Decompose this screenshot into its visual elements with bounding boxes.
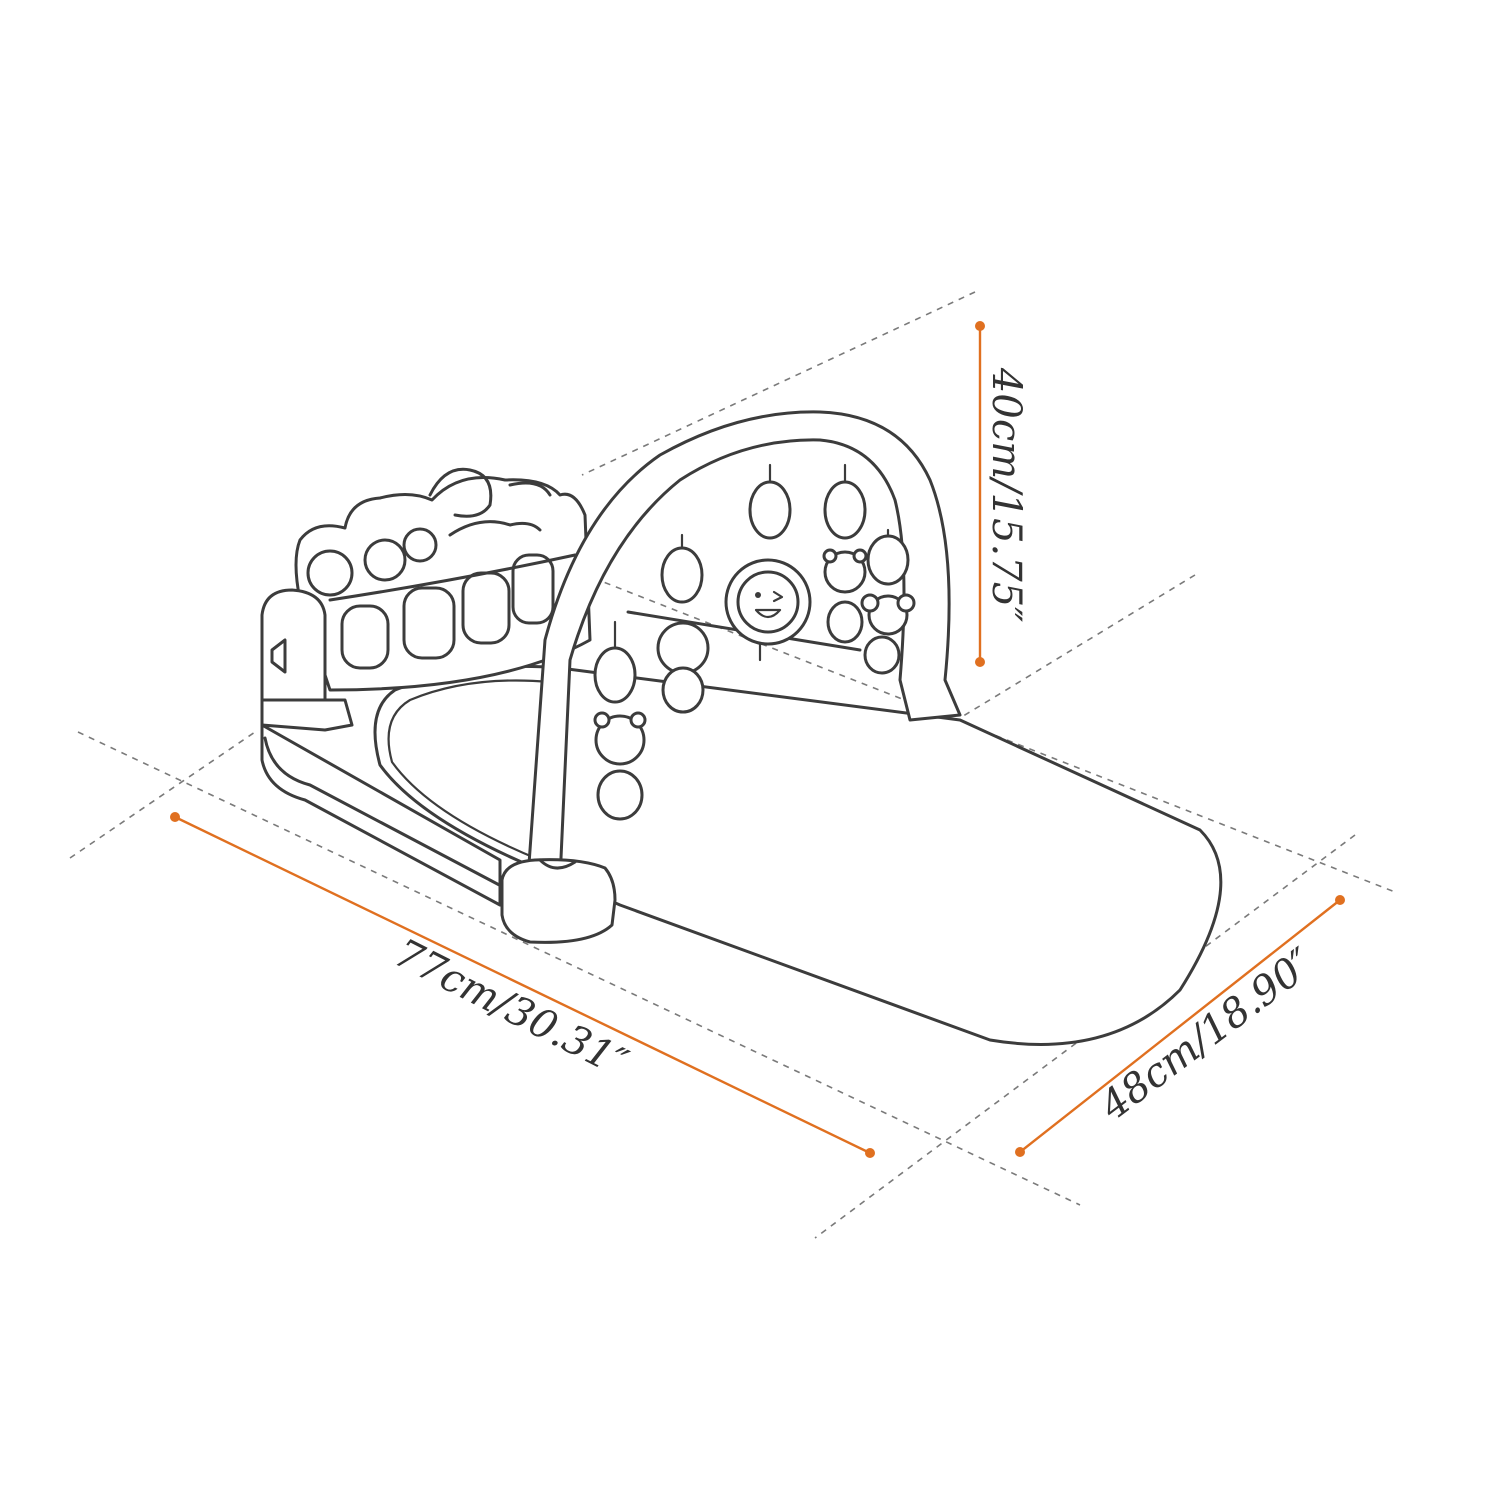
bear-toy-2	[593, 711, 647, 821]
monkey-head	[656, 621, 710, 675]
panel-duck-head	[428, 467, 493, 518]
mat-outer-edge	[373, 664, 1223, 1046]
koala-toy	[860, 593, 916, 675]
bear-ear-2a	[593, 711, 611, 729]
hanging-rattle-oval-1	[748, 480, 792, 540]
arch-base-collar	[538, 858, 577, 870]
panel-side-pillar	[260, 588, 327, 702]
arch-base-front	[500, 858, 617, 944]
length-label: 77cm/30.31″	[387, 930, 634, 1086]
koala-ring	[863, 635, 901, 675]
bear-ear-1a	[822, 548, 838, 564]
panel-animal-3	[402, 527, 438, 563]
hanging-toys	[593, 463, 916, 821]
length-dimension-start-dot	[170, 812, 180, 822]
height-label: 40cm/15.75″	[983, 367, 1029, 622]
hanging-rattle-oval-3	[660, 546, 704, 604]
bear-head-1	[823, 550, 867, 594]
height-top-guide	[581, 291, 976, 476]
panel-animal-ear	[508, 481, 552, 497]
hanging-rattle-oval-2	[823, 480, 867, 540]
base-rail-inner	[263, 736, 507, 890]
monkey-toy	[656, 621, 710, 714]
sun-eye-wink	[772, 590, 784, 603]
width-left-guide	[69, 731, 256, 859]
panel-animal-2	[363, 538, 407, 582]
piano-key-1	[340, 604, 390, 670]
panel-animal-1	[306, 549, 354, 597]
width-dimension-line	[1019, 899, 1341, 1153]
width-dimension-end-dot	[1335, 895, 1345, 905]
hanging-rattle-oval-4	[866, 534, 910, 586]
piano-key-4	[511, 553, 555, 625]
height-dimension-start-dot	[975, 321, 985, 331]
bear-toy-1	[822, 548, 868, 644]
play-mat	[373, 664, 1223, 1046]
sun-eye-left	[755, 592, 761, 598]
bear-ring-2	[596, 769, 644, 821]
base-rail-left	[260, 723, 502, 907]
base-frame	[260, 723, 507, 907]
bear-head-2	[594, 714, 646, 766]
panel-animal-body	[448, 520, 542, 537]
panel-pillar-foot	[260, 698, 354, 732]
height-bottom-guide	[959, 574, 1196, 719]
width-dimension-start-dot	[1015, 1147, 1025, 1157]
mat-inner-edge	[387, 679, 552, 862]
koala-ear-a	[860, 593, 880, 613]
piano-key-2	[402, 586, 456, 660]
sun-toy	[724, 558, 812, 662]
piano-top-edge	[328, 553, 577, 602]
sun-face	[736, 570, 800, 634]
bear-ear-1b	[852, 548, 868, 564]
length-dimension-end-dot	[865, 1148, 875, 1158]
dimension-lines	[170, 321, 1345, 1158]
speaker-icon	[270, 638, 287, 674]
length-dimension-line	[174, 815, 871, 1155]
koala-ear-b	[896, 593, 916, 613]
monkey-ring	[661, 666, 705, 714]
sun-mouth	[754, 608, 782, 619]
height-dimension-end-dot	[975, 657, 985, 667]
piano-key-3	[461, 571, 511, 645]
arch-bar	[526, 410, 962, 882]
length-front-guide	[77, 731, 1081, 1206]
bear-ear-2b	[629, 711, 647, 729]
hanging-rattle-oval-5	[593, 646, 637, 704]
bear-ring-1	[826, 600, 864, 644]
